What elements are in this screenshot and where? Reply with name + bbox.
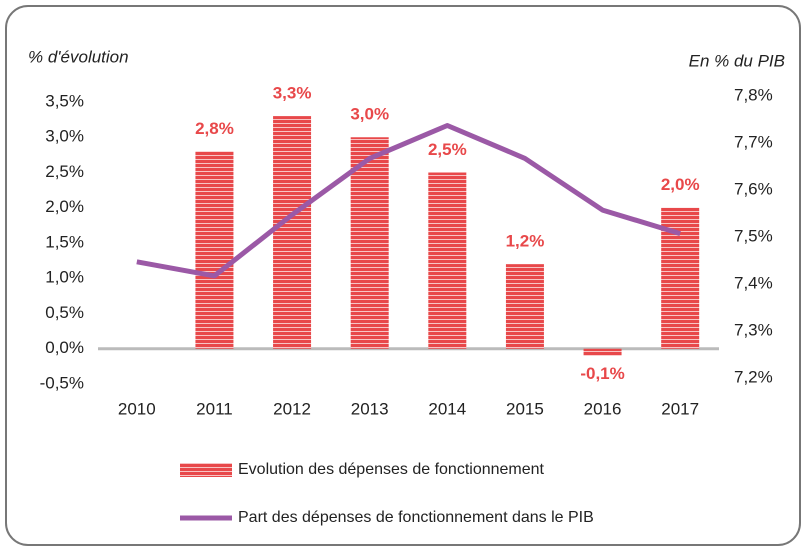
y-axis-label: % d'évolution — [28, 47, 129, 66]
y2-tick-label: 7,8% — [734, 85, 773, 104]
y2-tick-label: 7,3% — [734, 320, 773, 339]
data-label: -0,1% — [580, 364, 624, 383]
line — [136, 123, 681, 279]
data-label: 2,5% — [428, 140, 467, 159]
y2-tick-label: 7,5% — [734, 226, 773, 245]
data-label: 1,2% — [506, 232, 545, 251]
x-tick-label: 2011 — [196, 399, 233, 418]
data-label: 3,3% — [273, 84, 312, 103]
data-label: 2,8% — [195, 119, 234, 138]
bar — [505, 264, 544, 349]
frame — [5, 5, 801, 546]
x-tick-label: 2014 — [428, 399, 466, 418]
bar — [350, 137, 389, 349]
x-tick-label: 2012 — [273, 399, 311, 418]
x-tick-label: 2015 — [506, 399, 544, 418]
y-tick-label: 3,0% — [45, 127, 84, 146]
y2-tick-label: 7,7% — [734, 132, 773, 151]
y-tick-label: 0,0% — [45, 338, 84, 357]
legend-label: Part des dépenses de fonctionnement dans… — [238, 509, 594, 526]
x-tick-label: 2010 — [118, 399, 156, 418]
y2-axis-label: En % du PIB — [689, 51, 785, 70]
data-label: 3,0% — [350, 105, 389, 124]
y-tick-label: 2,5% — [45, 162, 84, 181]
x-tick-label: 2016 — [584, 399, 622, 418]
x-tick-label: 2013 — [351, 399, 389, 418]
y-tick-label: 2,0% — [45, 197, 84, 216]
y-tick-label: 1,0% — [45, 268, 84, 287]
bar — [428, 172, 467, 349]
bar — [195, 151, 234, 349]
legend-swatch — [180, 463, 232, 477]
y2-tick-label: 7,4% — [734, 273, 773, 292]
y-tick-label: 0,5% — [45, 303, 84, 322]
y-tick-label: -0,5% — [40, 373, 84, 392]
y2-tick-label: 7,6% — [734, 179, 773, 198]
legend-label: Evolution des dépenses de fonctionnement — [238, 461, 545, 478]
x-tick-label: 2017 — [661, 399, 699, 418]
y-tick-label: 1,5% — [45, 232, 84, 251]
bar — [583, 348, 622, 356]
y-tick-label: 3,5% — [45, 91, 84, 110]
bar — [273, 116, 312, 349]
data-label: 2,0% — [661, 175, 700, 194]
y2-tick-label: 7,2% — [734, 367, 773, 386]
